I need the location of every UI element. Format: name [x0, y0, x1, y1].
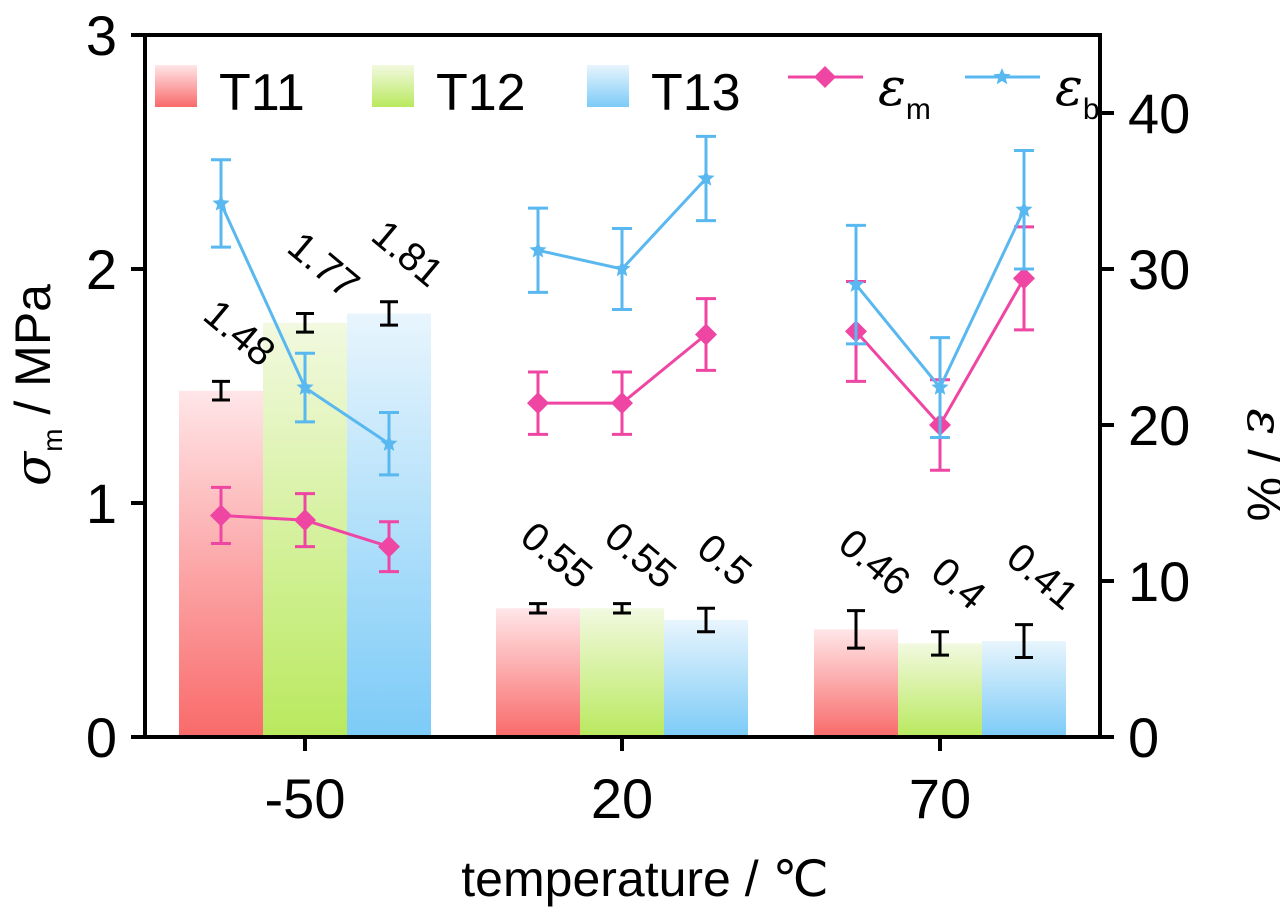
- point-diamond: [695, 323, 717, 346]
- point-star: [931, 378, 949, 395]
- y-right-tick-label: 40: [1128, 82, 1190, 145]
- legend-label-T11: T11: [219, 64, 305, 122]
- bar-T13-20: [664, 620, 748, 737]
- point-diamond: [527, 392, 549, 415]
- point-diamond: [294, 509, 316, 532]
- point-star: [697, 169, 715, 186]
- x-axis-title: temperature / ℃: [461, 851, 828, 907]
- axis-titles: temperature / ℃ σm / MPa ε / %: [4, 284, 1280, 907]
- point-star: [847, 275, 865, 292]
- y-right-tick-label: 20: [1128, 394, 1190, 457]
- data-label-T11-70: 0.46: [830, 521, 918, 605]
- legend-label-T13: T13: [651, 64, 741, 122]
- y-right-unit: / %: [1237, 435, 1280, 521]
- data-label-T12-70: 0.4: [923, 549, 994, 618]
- x-tick-label-20: 20: [591, 767, 653, 830]
- point-diamond: [210, 504, 232, 527]
- bar-T11-20: [496, 608, 580, 737]
- legend-label-epsilon-m: εm: [878, 58, 931, 126]
- bar-error-bars-layer: [212, 300, 1033, 659]
- point-star: [529, 241, 547, 258]
- y-left-axis-title: σm / MPa: [4, 284, 68, 486]
- point-star: [212, 194, 230, 211]
- bar-T12-70: [898, 643, 982, 737]
- y-left-tick-label: 0: [86, 706, 117, 769]
- y-right-axis-title: ε / %: [1236, 409, 1280, 522]
- data-label-T13-70: 0.41: [998, 535, 1086, 619]
- point-star: [380, 434, 398, 451]
- data-label-T13--50: 1.81: [363, 212, 451, 296]
- y-left-unit: / MPa: [5, 284, 61, 429]
- legend-swatch-T12: [372, 65, 414, 107]
- y-left-tick-label: 1: [86, 472, 117, 535]
- x-tick-label--50: -50: [265, 767, 346, 830]
- y-left-tick-label: 2: [86, 238, 117, 301]
- legend-label-T12: T12: [436, 64, 526, 122]
- y-right-symbol: ε: [1236, 409, 1280, 436]
- y-right-tick-label: 0: [1128, 706, 1159, 769]
- point-star: [1015, 200, 1033, 217]
- legend-swatch-T11: [155, 65, 197, 107]
- legend-swatch-T13: [587, 65, 629, 107]
- data-label-T12--50: 1.77: [279, 224, 367, 308]
- y-left-tick-label: 3: [86, 4, 117, 67]
- point-star: [296, 378, 314, 395]
- y-left-symbol: σ: [4, 450, 62, 486]
- point-diamond: [1013, 267, 1035, 290]
- legend-marker-star: [993, 68, 1011, 85]
- legend-label-epsilon-b: εb: [1055, 58, 1100, 126]
- bar-T12-20: [580, 608, 664, 737]
- y-left-subscript: m: [37, 429, 68, 452]
- series-epsilon-b: [211, 134, 1034, 477]
- data-label-T11-20: 0.55: [512, 514, 600, 598]
- legend: T11 T12 T13 εm εb: [155, 58, 1100, 126]
- x-tick-label-70: 70: [909, 767, 971, 830]
- line-series-layer: [210, 134, 1035, 574]
- point-diamond: [611, 392, 633, 415]
- point-star: [613, 260, 631, 277]
- data-label-T13-20: 0.5: [689, 526, 760, 595]
- data-label-T12-20: 0.55: [596, 514, 684, 598]
- y-right-tick-label: 10: [1128, 550, 1190, 613]
- y-right-tick-label: 30: [1128, 238, 1190, 301]
- bar-T11--50: [179, 390, 263, 737]
- point-diamond: [378, 535, 400, 558]
- legend-marker-diamond: [814, 66, 836, 88]
